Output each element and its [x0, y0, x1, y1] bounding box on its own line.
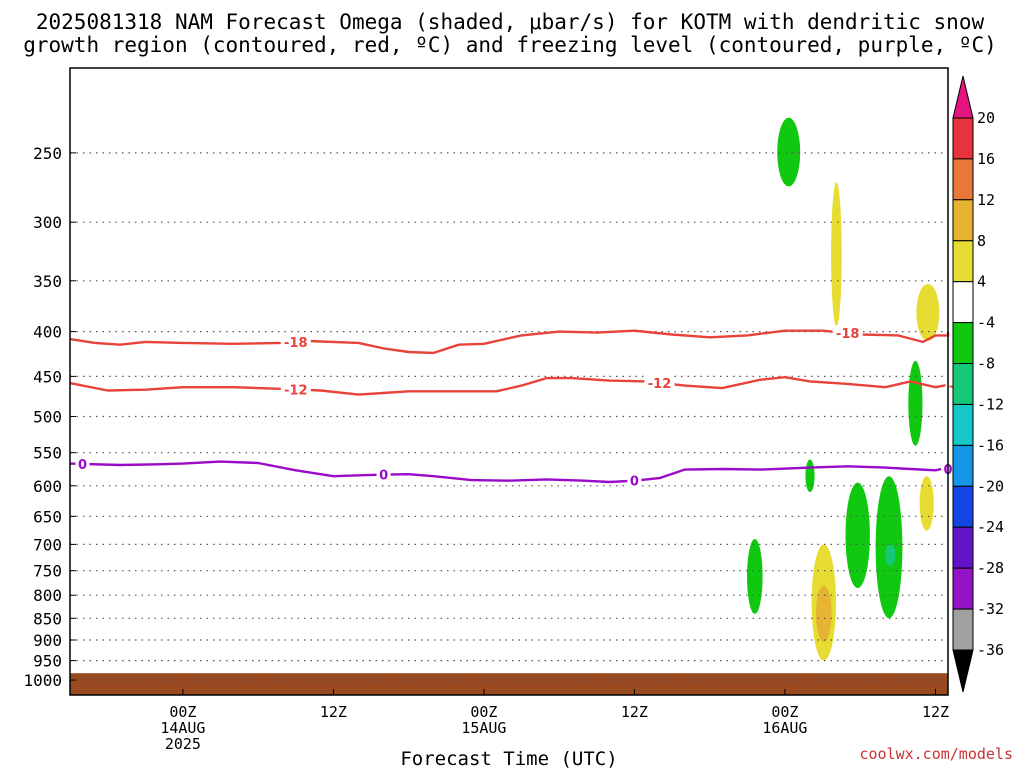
colorbar-label-11: -28 [977, 559, 1004, 577]
contour-line-1 [69, 376, 950, 396]
colorbar-segment-9 [952, 485, 974, 528]
contour-label-bg-1-1 [644, 374, 675, 391]
y-tick-label-500: 500 [33, 408, 62, 427]
terrain-surface [70, 673, 948, 695]
y-tick-label-1000: 1000 [23, 671, 62, 690]
colorbar-segment-0 [952, 117, 974, 160]
colorbar-segment-5 [952, 322, 974, 365]
omega-cell-6 [885, 544, 896, 566]
colorbar-label-4: 4 [977, 273, 986, 291]
contour-label-bg-1-0 [280, 381, 311, 398]
y-axis-ticks: 250 300 350 400 450 500 550 600 650 700 750 800 850 9… [23, 144, 76, 690]
x-axis-label: Forecast Time (UTC) [400, 748, 617, 768]
y-tick-label-250: 250 [33, 144, 62, 163]
omega-cell-7 [831, 182, 842, 327]
contour-label-bg-0-1 [832, 325, 863, 342]
y-tick-label-900: 900 [33, 631, 62, 650]
colorbar-top-arrow [952, 75, 974, 119]
x-tick-label-24-0: 00Z [470, 703, 497, 721]
y-tick-label-600: 600 [33, 477, 62, 496]
contour-label-bg-2-0 [75, 456, 90, 472]
colorbar-label-12: -32 [977, 600, 1004, 618]
y-tick-label-800: 800 [33, 586, 62, 605]
colorbar-label-2: 12 [977, 191, 995, 209]
x-tick-label-0-0: 00Z [169, 703, 196, 721]
omega-cell-9 [919, 476, 934, 531]
colorbar-label-10: -24 [977, 518, 1004, 536]
colorbar-segment-10 [952, 526, 974, 569]
omega-cell-5 [908, 360, 923, 446]
omega-cell-2 [805, 459, 815, 493]
y-tick-label-550: 550 [33, 444, 62, 463]
contour-label-2-0: 0 [78, 458, 87, 473]
credit-text: coolwx.com/models [859, 745, 1013, 763]
colorbar-label-1: 16 [977, 150, 995, 168]
colorbar-segment-4 [952, 281, 974, 324]
y-tick-label-350: 350 [33, 272, 62, 291]
colorbar-segment-12 [952, 608, 974, 651]
colorbar-label-6: -8 [977, 355, 995, 373]
omega-cell-11 [816, 585, 832, 643]
x-tick-label-60-0: 12Z [922, 703, 949, 721]
colorbar: 20 16 12 8 4 -4 -8 -12 -16 -20 -24 -28 -32 -36 [952, 75, 1004, 693]
omega-cell-3 [845, 482, 870, 588]
y-tick-label-300: 300 [33, 213, 62, 232]
x-tick-label-0-1: 14AUG [160, 719, 205, 737]
x-tick-label-12-0: 12Z [320, 703, 347, 721]
y-tick-label-400: 400 [33, 323, 62, 342]
chart-title-line1: 2025081318 NAM Forecast Omega (shaded, μ… [36, 10, 985, 34]
y-tick-label-450: 450 [33, 367, 62, 386]
contour-label-1-0: -12 [284, 383, 308, 398]
y-tick-label-850: 850 [33, 609, 62, 628]
contour-label-1-1: -12 [648, 377, 672, 392]
colorbar-segment-2 [952, 199, 974, 242]
x-tick-label-36-0: 12Z [621, 703, 648, 721]
contour-label-bg-2-1 [376, 466, 391, 483]
contour-label-0-0: -18 [284, 336, 308, 351]
contour-label-bg-2-2 [627, 472, 642, 489]
x-tick-label-48-1: 16AUG [762, 719, 807, 737]
colorbar-label-0: 20 [977, 109, 995, 127]
colorbar-label-8: -16 [977, 436, 1004, 454]
x-tick-label-48-0: 00Z [771, 703, 798, 721]
plot-background [70, 68, 948, 695]
y-tick-label-750: 750 [33, 562, 62, 581]
x-tick-label-0-2: 2025 [165, 735, 201, 753]
colorbar-bottom-arrow [952, 649, 974, 693]
ground-fill [70, 673, 948, 695]
x-tick-label-24-1: 15AUG [461, 719, 506, 737]
contour-label-2-2: 0 [630, 475, 639, 490]
colorbar-segment-6 [952, 363, 974, 405]
colorbar-segment-7 [952, 404, 974, 446]
colorbar-label-7: -12 [977, 396, 1004, 414]
contour-label-bg-0-0 [280, 333, 311, 350]
chart-title-line2: growth region (contoured, red, ºC) and f… [23, 33, 997, 57]
x-axis-ticks: 00Z14AUG202512Z00Z15AUG12Z00Z16AUG12Z00Z… [160, 689, 949, 753]
y-tick-label-700: 700 [33, 535, 62, 554]
colorbar-label-5: -4 [977, 314, 995, 332]
omega-cell-0 [777, 117, 801, 187]
y-tick-label-950: 950 [33, 652, 62, 671]
omega-cell-1 [747, 539, 763, 614]
y-tick-label-650: 650 [33, 507, 62, 526]
colorbar-label-9: -20 [977, 477, 1004, 495]
colorbar-segment-1 [952, 158, 974, 201]
colorbar-label-13: -36 [977, 641, 1004, 659]
omega-cell-8 [916, 284, 940, 341]
omega-shading [747, 117, 940, 661]
plot-frame [69, 67, 949, 696]
colorbar-segment-8 [952, 444, 974, 487]
colorbar-segment-11 [952, 567, 974, 610]
colorbar-label-3: 8 [977, 232, 986, 250]
colorbar-segment-3 [952, 240, 974, 283]
contour-label-0-1: -18 [836, 327, 860, 342]
contour-label-2-1: 0 [379, 469, 388, 484]
